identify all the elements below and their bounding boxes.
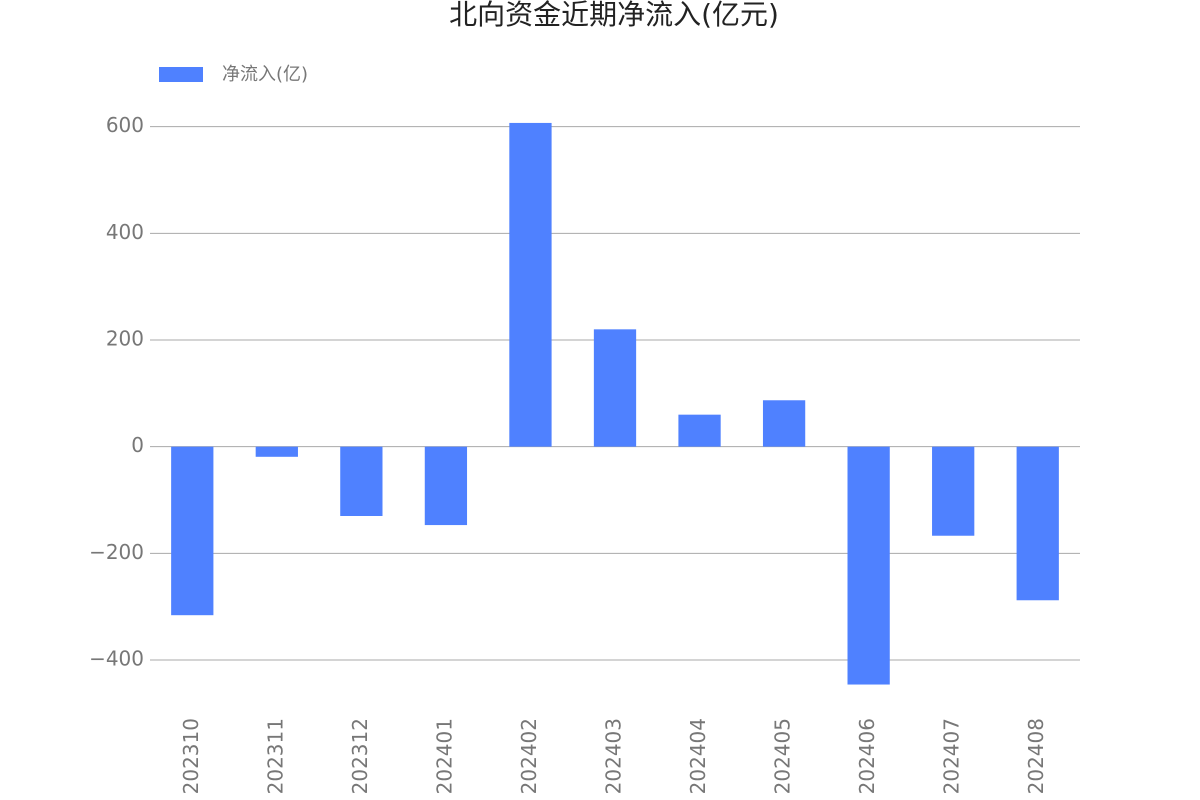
legend-label: 净流入(亿)	[222, 64, 308, 85]
x-tick-label: 202404	[686, 718, 710, 794]
x-tick-label: 202402	[517, 718, 541, 794]
bar	[171, 446, 214, 616]
y-tick-label: 600	[106, 113, 144, 137]
bar	[340, 446, 383, 516]
bar	[424, 446, 468, 526]
bar	[762, 400, 806, 447]
chart-title: 北向资金近期净流入(亿元)	[449, 0, 779, 31]
x-tick-label: 202408	[1024, 718, 1048, 794]
x-tick-label: 202407	[940, 718, 964, 794]
y-tick-label: 0	[131, 433, 144, 457]
bar	[678, 414, 721, 447]
bar	[1016, 446, 1059, 601]
x-tick-label: 202406	[855, 718, 879, 794]
x-tick-label: 202403	[602, 718, 626, 794]
x-tick-label: 202401	[432, 718, 456, 794]
bar	[255, 446, 298, 457]
bar	[847, 446, 890, 685]
x-tick-label: 202311	[263, 718, 287, 794]
x-tick-label: 202310	[179, 718, 203, 794]
x-tick-label: 202405	[771, 718, 795, 794]
legend-swatch	[159, 67, 203, 82]
y-tick-label: −200	[89, 540, 144, 564]
x-tick-label: 202312	[348, 718, 372, 794]
y-tick-label: 200	[106, 327, 144, 351]
bar	[593, 329, 637, 447]
y-tick-label: 400	[106, 220, 144, 244]
y-tick-label: −400	[89, 647, 144, 671]
bar	[509, 122, 552, 447]
bar	[932, 446, 975, 536]
